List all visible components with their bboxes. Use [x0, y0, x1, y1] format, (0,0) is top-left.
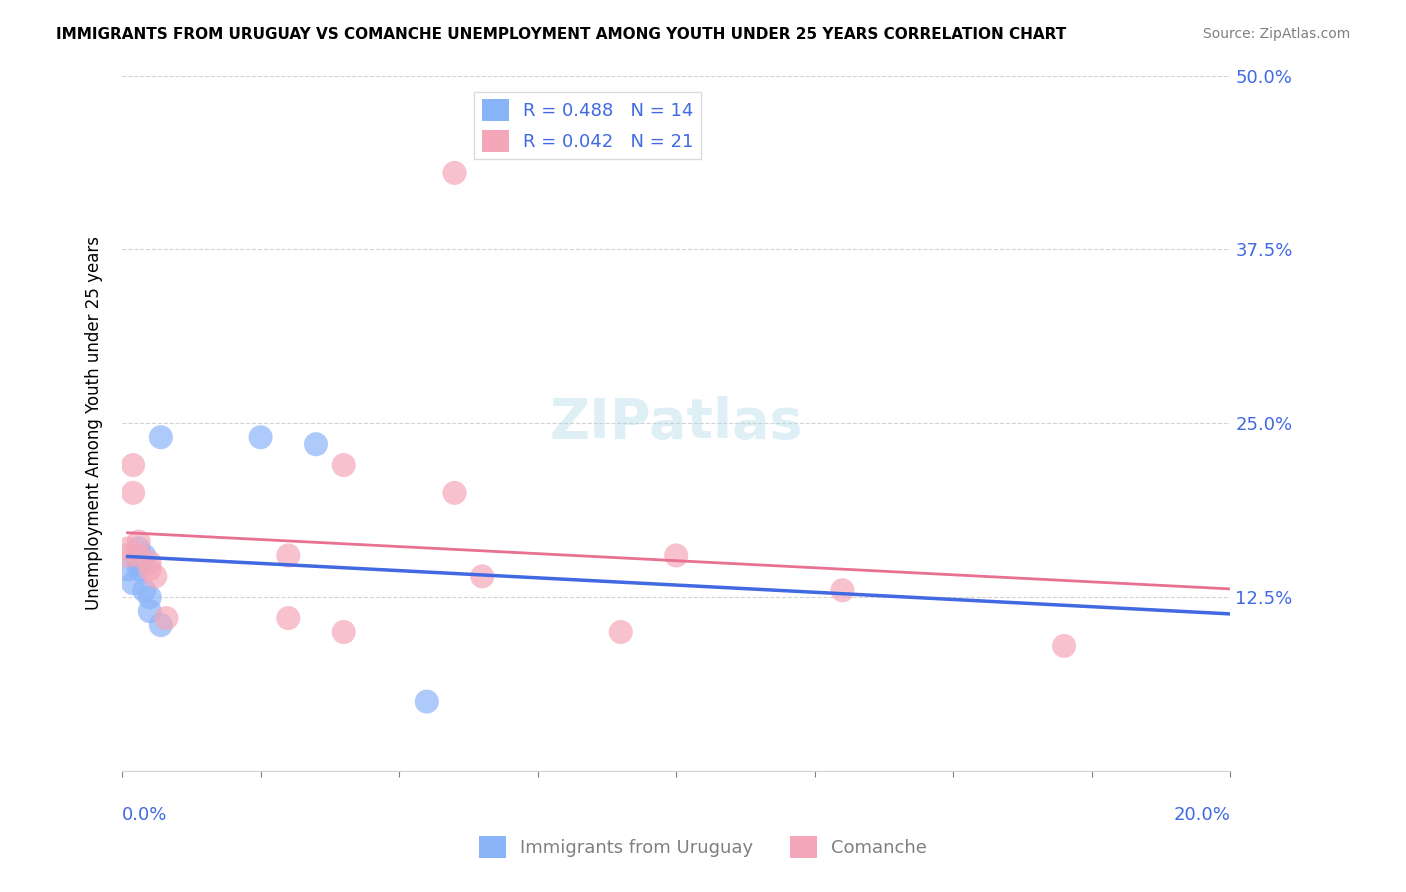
Point — [149, 618, 172, 632]
Point — [332, 625, 354, 640]
Point — [305, 437, 328, 451]
Point — [143, 569, 166, 583]
Point — [128, 541, 150, 556]
Y-axis label: Unemployment Among Youth under 25 years: Unemployment Among Youth under 25 years — [86, 236, 103, 610]
Point — [610, 625, 633, 640]
Point — [443, 486, 465, 500]
Text: 0.0%: 0.0% — [122, 805, 167, 824]
Point — [134, 583, 156, 598]
Point — [128, 549, 150, 563]
Point — [471, 569, 494, 583]
Point — [128, 534, 150, 549]
Text: ZIPatlas: ZIPatlas — [550, 396, 803, 450]
Point — [1053, 639, 1076, 653]
Point — [416, 695, 439, 709]
Point — [117, 562, 139, 576]
Point — [122, 486, 145, 500]
Point — [277, 611, 299, 625]
Point — [134, 549, 156, 563]
Point — [139, 562, 162, 576]
Point — [122, 458, 145, 472]
Point — [332, 458, 354, 472]
Point — [139, 556, 162, 570]
Point — [277, 549, 299, 563]
Point — [665, 549, 688, 563]
Point — [128, 562, 150, 576]
Point — [117, 549, 139, 563]
Point — [139, 604, 162, 618]
Point — [139, 591, 162, 605]
Point — [117, 541, 139, 556]
Legend: R = 0.488   N = 14, R = 0.042   N = 21: R = 0.488 N = 14, R = 0.042 N = 21 — [474, 92, 700, 159]
Text: 20.0%: 20.0% — [1174, 805, 1230, 824]
Text: IMMIGRANTS FROM URUGUAY VS COMANCHE UNEMPLOYMENT AMONG YOUTH UNDER 25 YEARS CORR: IMMIGRANTS FROM URUGUAY VS COMANCHE UNEM… — [56, 27, 1067, 42]
Point — [128, 556, 150, 570]
Point — [831, 583, 853, 598]
Point — [443, 166, 465, 180]
Point — [149, 430, 172, 444]
Text: Source: ZipAtlas.com: Source: ZipAtlas.com — [1202, 27, 1350, 41]
Point — [122, 576, 145, 591]
Legend: Immigrants from Uruguay, Comanche: Immigrants from Uruguay, Comanche — [471, 829, 935, 865]
Point — [155, 611, 177, 625]
Point — [249, 430, 271, 444]
